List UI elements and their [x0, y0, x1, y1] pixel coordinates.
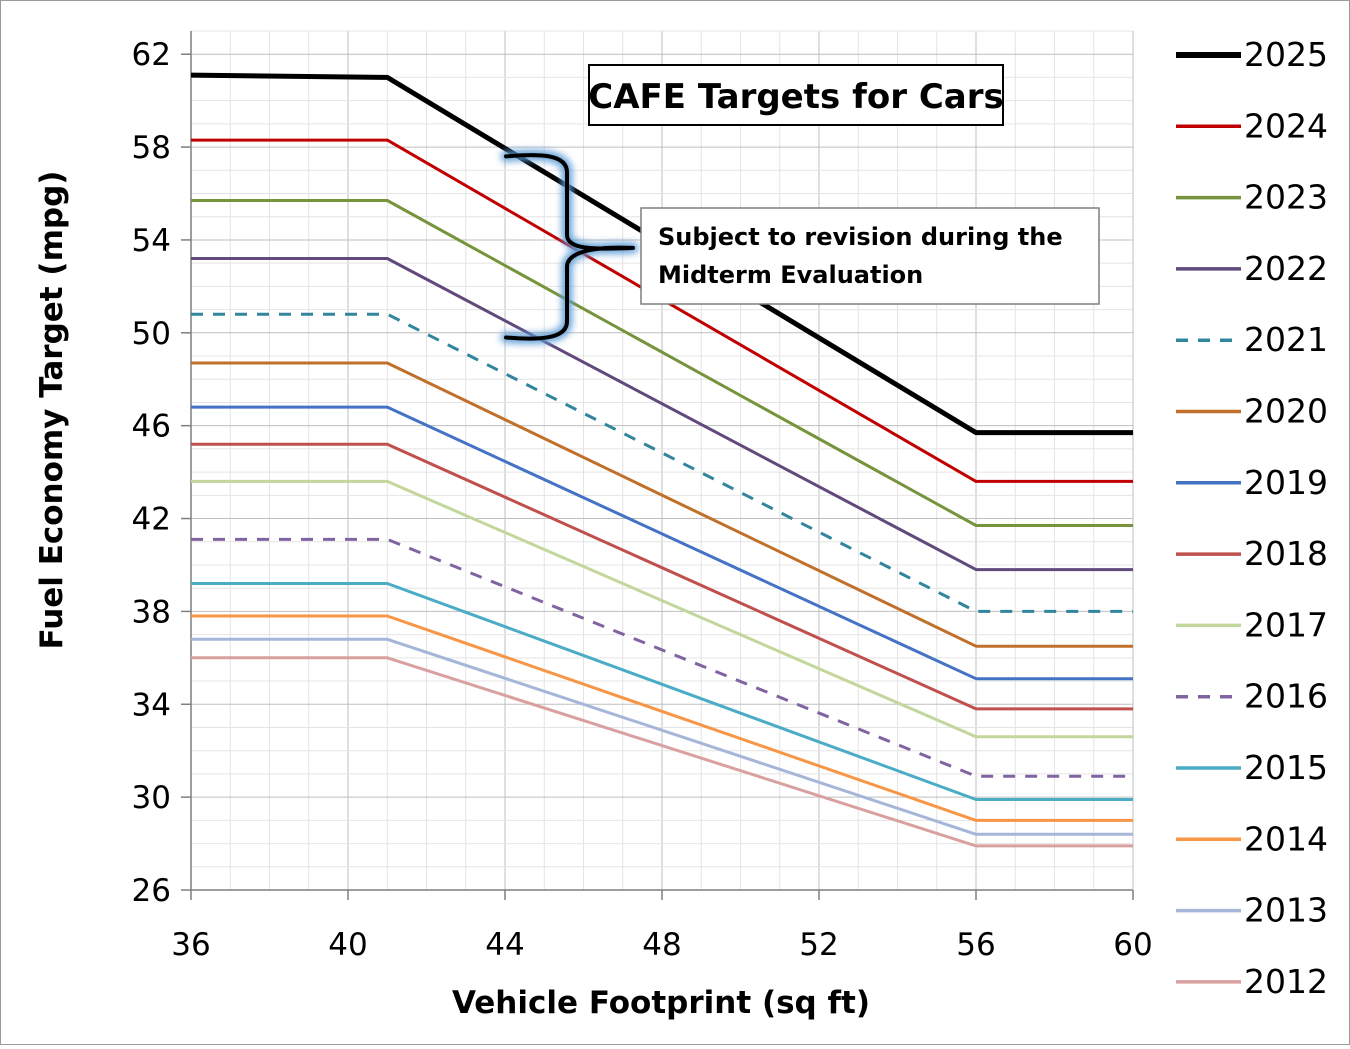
y-tick-label: 62 [132, 37, 171, 73]
legend-label-2012: 2012 [1244, 962, 1328, 1001]
x-tick-label: 48 [642, 927, 681, 963]
y-tick-label: 50 [132, 316, 171, 352]
legend-label-2025: 2025 [1244, 35, 1328, 74]
y-tick-label: 38 [132, 594, 171, 630]
chart-title: CAFE Targets for Cars [588, 77, 1003, 117]
legend-label-2022: 2022 [1244, 249, 1328, 288]
axes-layer: 26 30 34 38 42 46 50 54 58 62 36 40 44 48 52 56 60 [132, 31, 1153, 963]
x-tick-label: 40 [328, 927, 367, 963]
series-line-2021 [191, 312, 1133, 613]
x-tick-label: 52 [799, 927, 838, 963]
y-tick-label: 58 [132, 130, 171, 166]
y-tick-label: 34 [132, 687, 171, 723]
x-tick-label: 36 [171, 927, 210, 963]
series-line-2020 [191, 361, 1133, 648]
legend-label-2013: 2013 [1244, 891, 1328, 930]
annotation-box [640, 207, 1100, 305]
revision-annotation: Subject to revision during the Midterm E… [500, 149, 1100, 345]
legend-label-2023: 2023 [1244, 178, 1328, 217]
legend-label-2019: 2019 [1244, 463, 1328, 502]
y-axis-label: Fuel Economy Target (mpg) [34, 171, 70, 650]
series-line-2022 [191, 257, 1133, 572]
chart-title-group: CAFE Targets for Cars [588, 64, 1004, 126]
series-line-2019 [191, 405, 1133, 681]
legend: 2025 2024 2023 2022 2021 2020 2019 2018 2017 2016… [1176, 35, 1328, 1001]
series-line-2012 [191, 656, 1133, 848]
legend-label-2014: 2014 [1244, 819, 1328, 858]
series-line-2014 [191, 614, 1133, 822]
y-tick-label: 26 [132, 873, 171, 909]
x-axis-label: Vehicle Footprint (sq ft) [452, 985, 870, 1021]
curly-bracket [504, 153, 635, 341]
series-line-2017 [191, 479, 1133, 739]
grid-layer [190, 30, 1134, 891]
annotation-line-1: Subject to revision during the [658, 223, 1063, 251]
series-line-2023 [191, 199, 1133, 527]
series-line-2013 [191, 637, 1133, 836]
y-tick-label: 46 [132, 409, 171, 445]
legend-label-2015: 2015 [1244, 748, 1328, 787]
legend-label-2024: 2024 [1244, 106, 1328, 145]
legend-label-2016: 2016 [1244, 677, 1328, 716]
chart-title-box [588, 64, 1004, 126]
y-tick-label: 42 [132, 502, 171, 538]
legend-label-2020: 2020 [1244, 392, 1328, 431]
series-line-2018 [191, 442, 1133, 711]
series-line-2016 [191, 537, 1133, 778]
series-line-2024 [191, 138, 1133, 483]
legend-label-2021: 2021 [1244, 320, 1328, 359]
y-tick-label: 30 [132, 780, 171, 816]
series-line-2015 [191, 582, 1133, 801]
legend-label-2018: 2018 [1244, 534, 1328, 573]
legend-label-2017: 2017 [1244, 605, 1328, 644]
x-tick-label: 44 [485, 927, 524, 963]
x-tick-label: 56 [956, 927, 995, 963]
x-tick-label: 60 [1113, 927, 1152, 963]
annotation-line-2: Midterm Evaluation [658, 261, 923, 289]
y-tick-label: 54 [132, 223, 171, 259]
